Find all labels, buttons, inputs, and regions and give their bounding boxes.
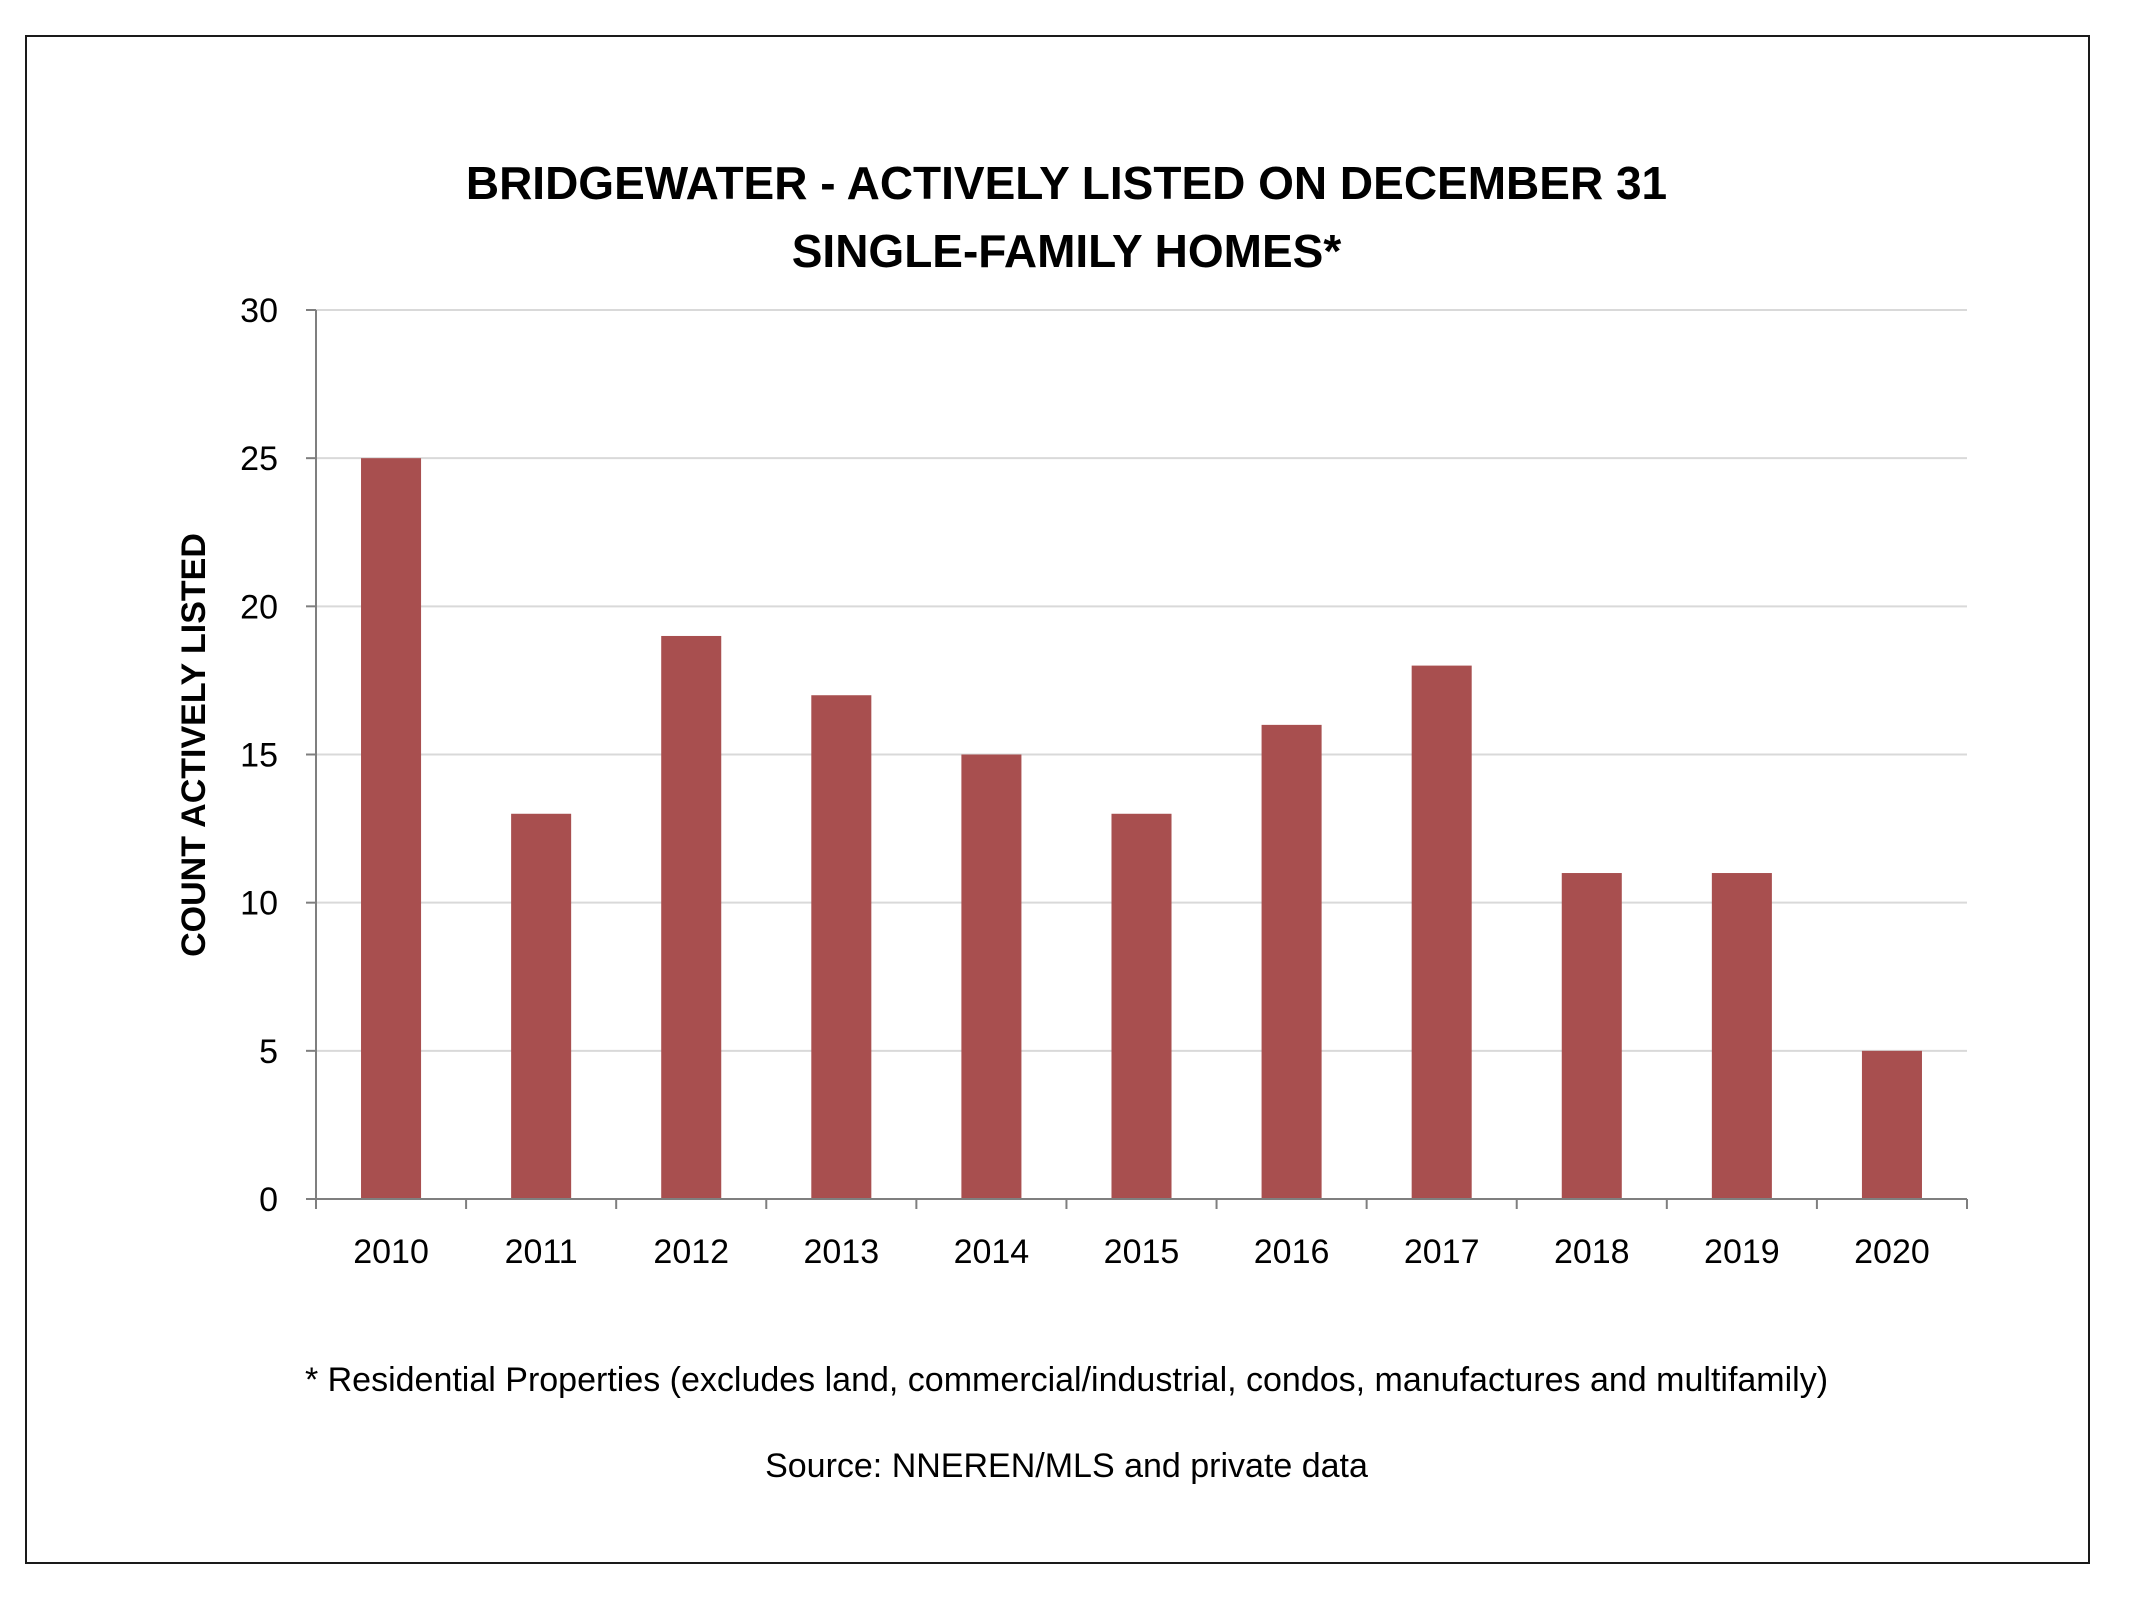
bar-2011 — [511, 813, 572, 1199]
y-tick-labels: 0 5 10 15 20 25 30 — [240, 292, 278, 1219]
x-tick-label: 2019 — [1704, 1233, 1780, 1271]
x-tick-labels: 2010 2011 2012 2013 2014 2015 2016 2017 2018 2019… — [353, 1233, 1930, 1271]
axes — [306, 309, 1968, 1209]
y-tick-label: 20 — [240, 588, 278, 626]
y-tick-label: 15 — [240, 737, 278, 775]
y-tick-label: 5 — [259, 1033, 278, 1071]
bar-2018 — [1561, 873, 1622, 1199]
source-note: Source: NNEREN/MLS and private data — [765, 1447, 1368, 1485]
bar-2020 — [1861, 1050, 1922, 1199]
bar-2015 — [1111, 813, 1172, 1199]
x-tick-label: 2012 — [653, 1233, 729, 1271]
y-tick-label: 10 — [240, 885, 278, 923]
y-tick-label: 30 — [240, 292, 278, 330]
x-tick-label: 2016 — [1254, 1233, 1330, 1271]
x-tick-label: 2011 — [505, 1233, 578, 1271]
bar-2019 — [1711, 873, 1772, 1199]
bar-2016 — [1261, 724, 1322, 1199]
x-tick-label: 2020 — [1854, 1233, 1930, 1271]
x-tick-label: 2017 — [1404, 1233, 1480, 1271]
bar-2017 — [1411, 665, 1472, 1199]
y-tick-label: 25 — [240, 440, 278, 478]
bar-2010 — [361, 458, 422, 1200]
chart-subtitle: SINGLE-FAMILY HOMES* — [791, 225, 1342, 277]
footnote: * Residential Properties (excludes land,… — [304, 1361, 1829, 1399]
y-axis-title: COUNT ACTIVELY LISTED — [175, 533, 213, 957]
x-tick-label: 2015 — [1104, 1233, 1180, 1271]
bar-2012 — [661, 635, 722, 1199]
bar-2013 — [811, 695, 872, 1199]
x-tick-label: 2018 — [1554, 1233, 1630, 1271]
chart-title: BRIDGEWATER - ACTIVELY LISTED ON DECEMBE… — [465, 157, 1668, 209]
bar-2014 — [961, 754, 1022, 1199]
bars — [361, 458, 1922, 1200]
y-tick-label: 0 — [259, 1181, 278, 1219]
x-tick-label: 2013 — [803, 1233, 879, 1271]
x-tick-label: 2014 — [954, 1233, 1030, 1271]
x-tick-label: 2010 — [353, 1233, 429, 1271]
